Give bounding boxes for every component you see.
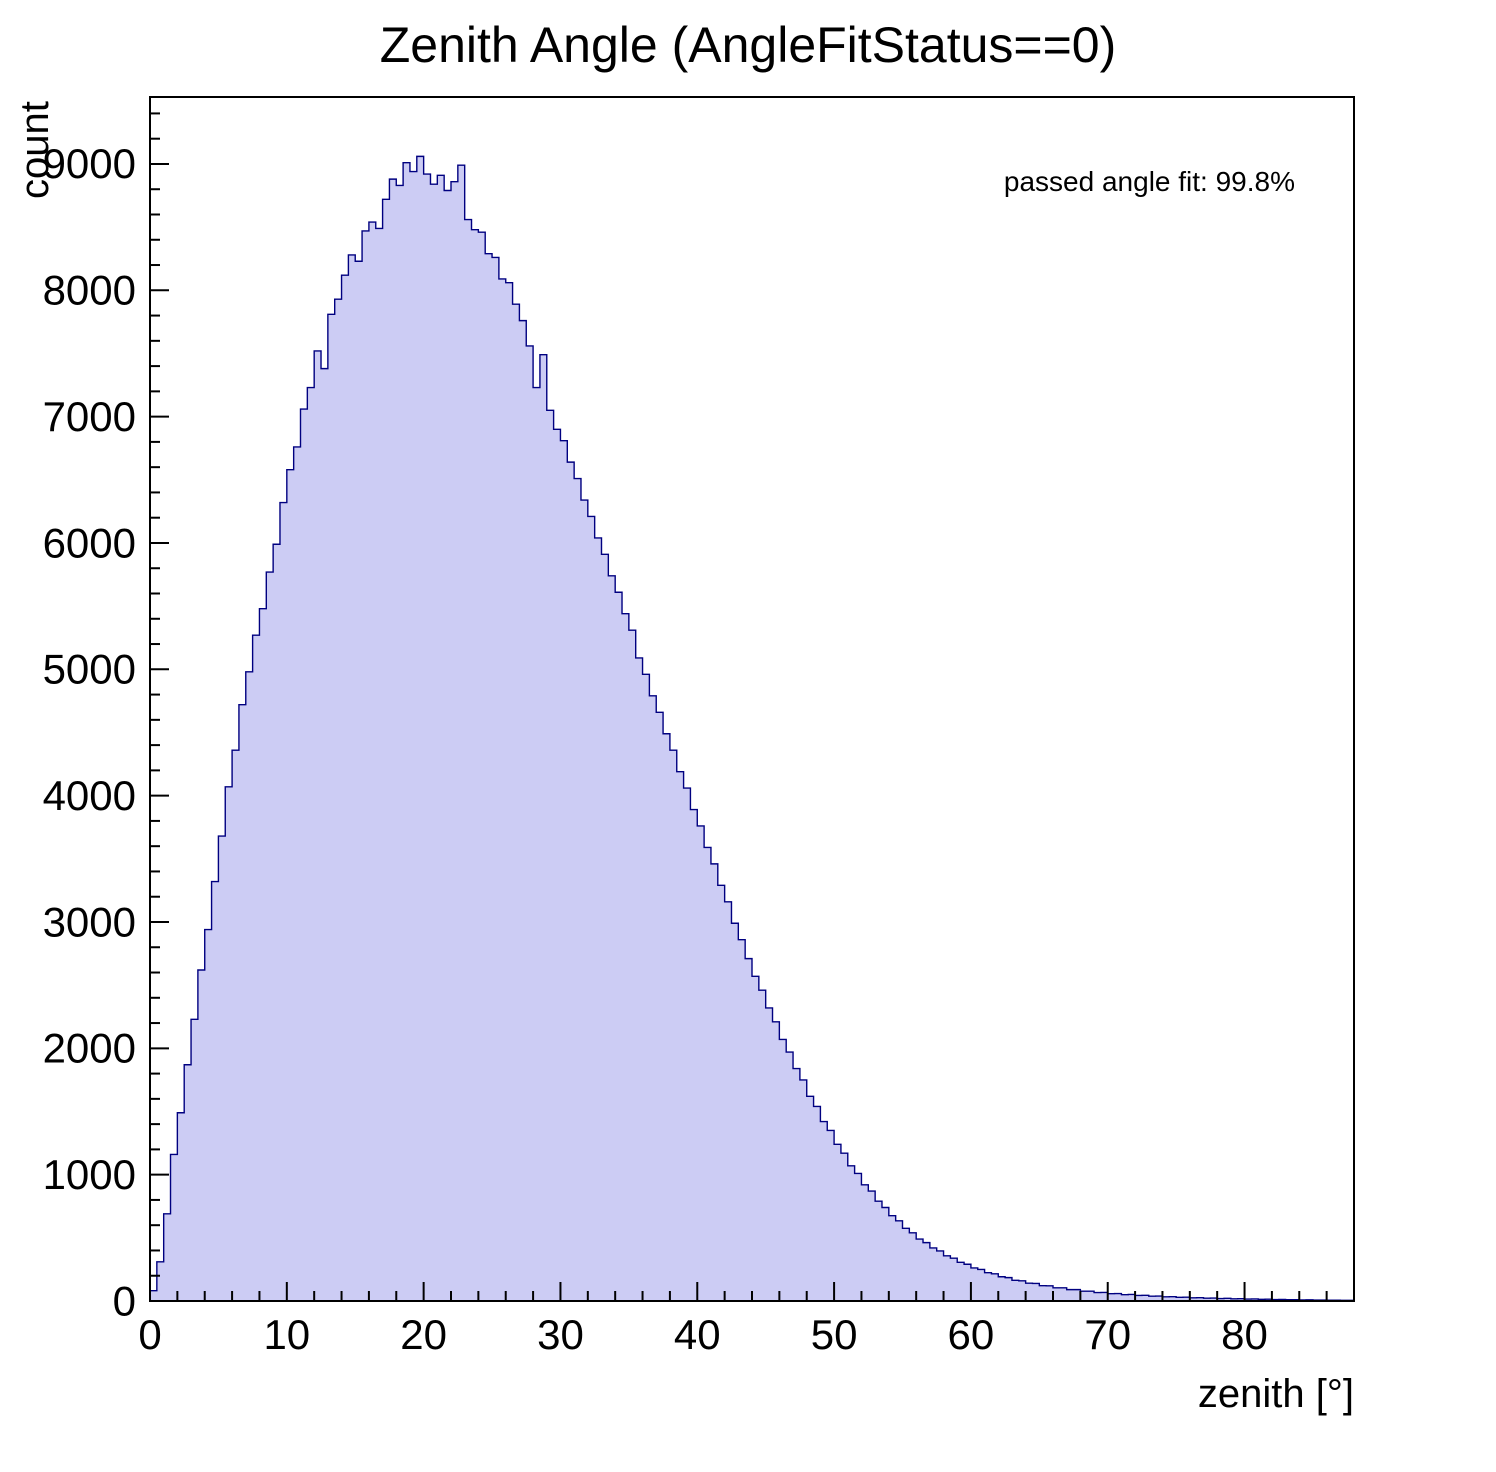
x-tick-label: 80 <box>1221 1311 1268 1358</box>
y-tick-label: 7000 <box>43 393 136 440</box>
chart-title: Zenith Angle (AngleFitStatus==0) <box>379 17 1117 73</box>
y-tick-label: 1000 <box>43 1151 136 1198</box>
x-tick-label: 0 <box>138 1311 161 1358</box>
y-tick-label: 6000 <box>43 519 136 566</box>
y-tick-label: 8000 <box>43 267 136 314</box>
y-tick-label: 4000 <box>43 772 136 819</box>
y-tick-label: 9000 <box>43 140 136 187</box>
x-tick-label: 20 <box>400 1311 447 1358</box>
x-tick-label: 40 <box>674 1311 721 1358</box>
y-tick-label: 3000 <box>43 898 136 945</box>
x-tick-label: 50 <box>811 1311 858 1358</box>
y-tick-label: 5000 <box>43 646 136 693</box>
y-tick-label: 0 <box>113 1277 136 1324</box>
x-axis-title: zenith [°] <box>1197 1372 1354 1416</box>
histogram-fill <box>150 156 1354 1301</box>
x-tick-label: 70 <box>1084 1311 1131 1358</box>
x-tick-label: 60 <box>948 1311 995 1358</box>
y-tick-label: 2000 <box>43 1025 136 1072</box>
x-tick-label: 30 <box>537 1311 584 1358</box>
x-tick-label: 10 <box>263 1311 310 1358</box>
annotation-label: passed angle fit: 99.8% <box>1003 166 1295 197</box>
histogram-outline <box>149 155 1355 1302</box>
